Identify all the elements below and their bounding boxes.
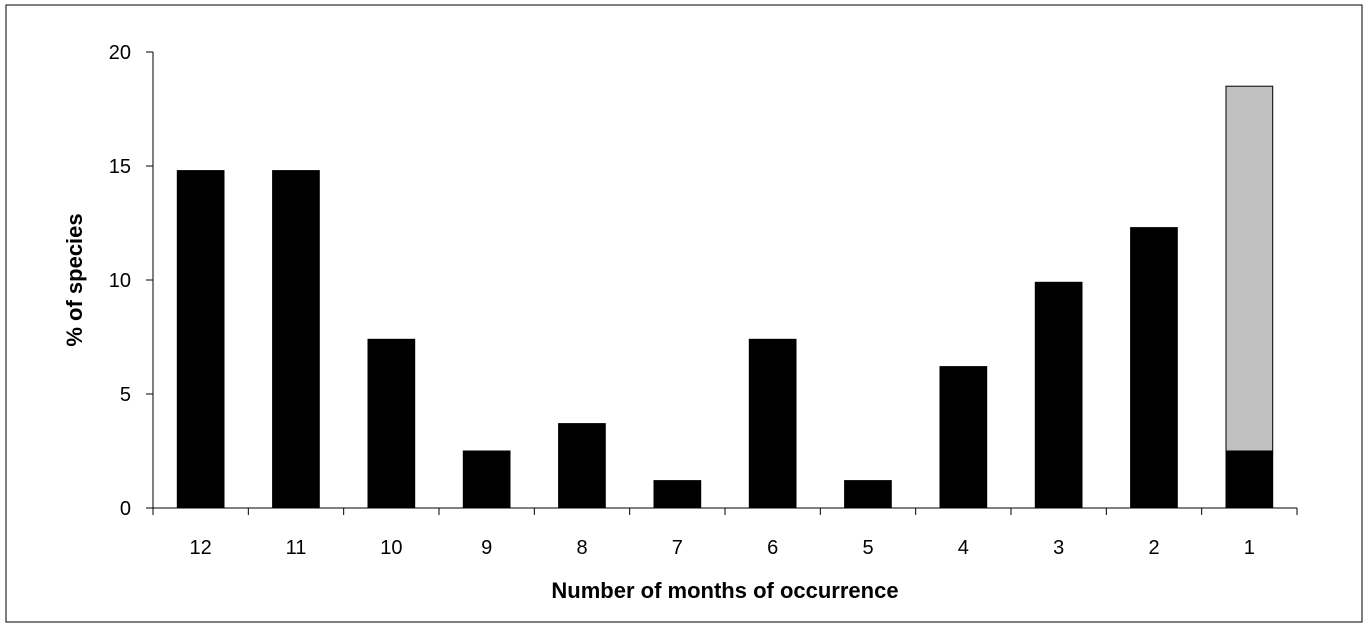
bar-12-series-1: [176, 170, 225, 509]
x-tick-label-4: 4: [958, 537, 969, 559]
bar-5-series-1: [844, 480, 892, 509]
bar-3-series-1: [1034, 281, 1083, 509]
x-tick-label-5: 5: [862, 537, 873, 559]
x-tick-label-8: 8: [576, 537, 587, 559]
y-tick-label-15: 15: [109, 156, 131, 178]
bar-1-series-2: [1225, 85, 1274, 452]
bar-9-series-1: [462, 450, 511, 509]
x-tick-label-10: 10: [380, 537, 402, 559]
bar-7-series-1: [653, 480, 702, 509]
labels-layer: Number of months of occurrence % of spec…: [62, 213, 899, 603]
bar-8-series-1: [558, 423, 606, 509]
bar-11-series-1: [272, 170, 320, 509]
y-axis-title: % of species: [62, 213, 87, 346]
x-tick-label-7: 7: [672, 537, 683, 559]
bar-1-series-1: [1225, 450, 1274, 509]
y-tick-label-10: 10: [109, 270, 131, 292]
x-tick-label-1: 1: [1244, 537, 1255, 559]
y-tick-label-5: 5: [120, 384, 131, 406]
y-tick-label-0: 0: [120, 498, 131, 520]
bar-4-series-1: [939, 366, 988, 509]
x-tick-label-6: 6: [767, 537, 778, 559]
axes-layer: 0 5 10 15 20 12 11 10 9 8 7 6 5 4 3 2 1: [109, 42, 1298, 559]
bar-6-series-1: [748, 338, 797, 509]
x-tick-label-2: 2: [1148, 537, 1159, 559]
x-tick-label-9: 9: [481, 537, 492, 559]
x-tick-label-12: 12: [190, 537, 212, 559]
bar-2-series-1: [1130, 227, 1178, 509]
x-tick-label-3: 3: [1053, 537, 1064, 559]
x-tick-label-11: 11: [286, 537, 307, 559]
bars-layer: [176, 85, 1274, 509]
y-tick-label-20: 20: [109, 42, 131, 64]
x-axis-title: Number of months of occurrence: [551, 578, 898, 603]
bar-10-series-1: [367, 338, 416, 509]
